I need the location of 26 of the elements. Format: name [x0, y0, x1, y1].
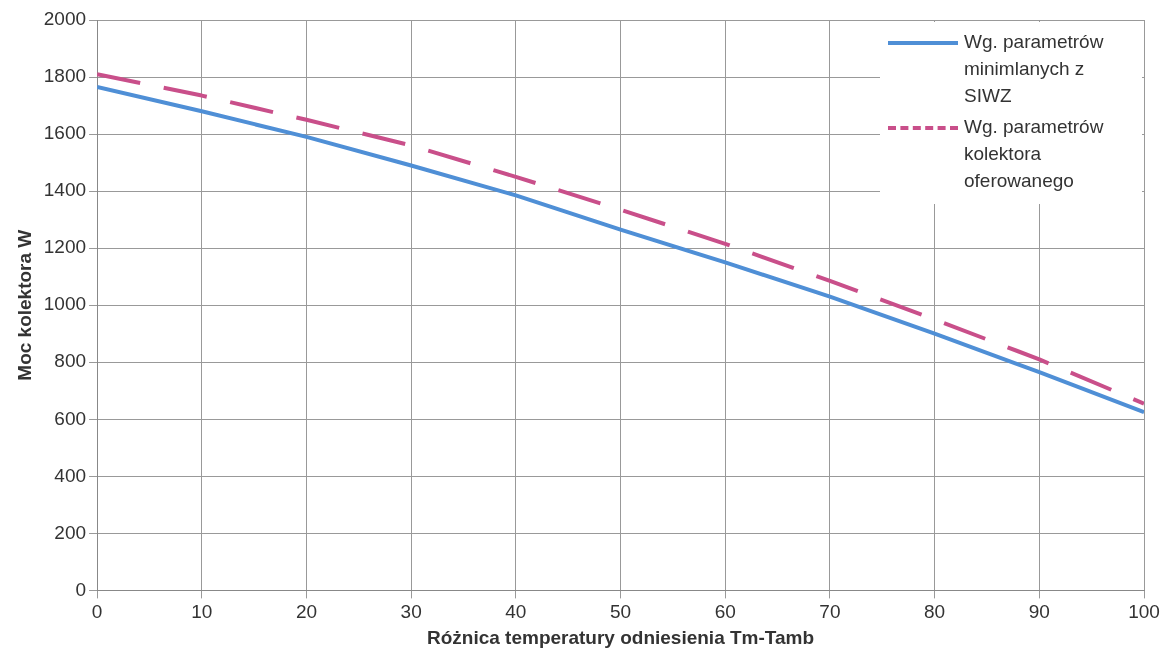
- y-tick-label: 200: [54, 521, 87, 543]
- x-tick-label: 30: [400, 601, 422, 623]
- x-tick-label: 80: [924, 601, 946, 623]
- legend-label: Wg. parametrów kolektora oferowanego: [964, 115, 1105, 193]
- x-tick-label: 20: [295, 601, 318, 623]
- x-tick-label: 60: [714, 601, 736, 623]
- y-tick-label: 2000: [43, 8, 87, 30]
- legend-label: Wg. parametrów minimlanych z SIWZ: [964, 30, 1105, 108]
- y-tick-label: 800: [54, 350, 87, 372]
- x-tick-label: 50: [609, 601, 632, 623]
- x-tick-label: 10: [191, 601, 213, 623]
- y-tick-label: 0: [75, 578, 87, 600]
- x-axis-title: Różnica temperatury odniesienia Tm-Tamb: [426, 626, 815, 648]
- y-tick-label: 1200: [43, 236, 87, 258]
- y-tick-label: 400: [54, 464, 87, 486]
- x-tick-label: 40: [505, 601, 527, 623]
- y-tick-label: 1000: [43, 293, 87, 315]
- y-tick-label: 1400: [43, 179, 87, 201]
- x-tick-label: 0: [91, 601, 103, 623]
- y-tick-label: 1800: [43, 65, 87, 87]
- x-tick-label: 70: [819, 601, 841, 623]
- y-axis-title: Moc kolektora W: [13, 229, 35, 381]
- x-tick-label: 100: [1128, 601, 1160, 623]
- x-tick-label: 90: [1028, 601, 1050, 623]
- y-tick-label: 600: [54, 407, 87, 429]
- y-tick-label: 1600: [43, 122, 87, 144]
